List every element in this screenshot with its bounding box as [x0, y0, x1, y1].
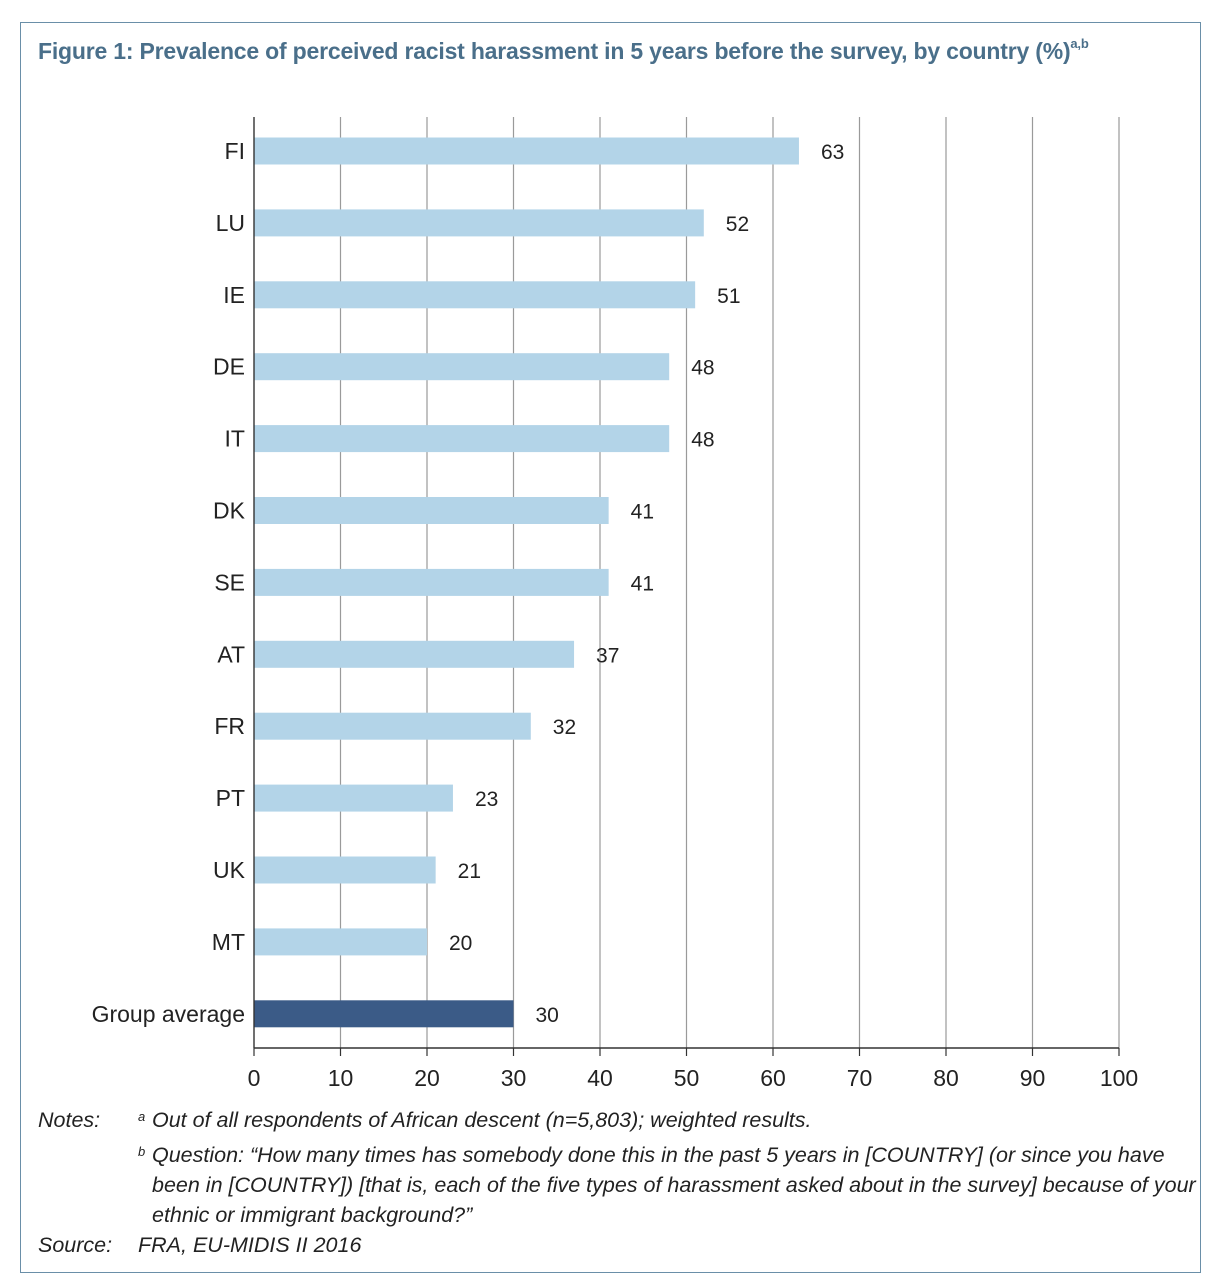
bar-dk — [254, 497, 609, 524]
source-row: Source: FRA, EU-MIDIS II 2016 — [38, 1230, 1198, 1260]
bar-chart: FI 63 LU 52 IE 51 DE 48 IT 48 DK 41 SE 41 AT 37 FR 32 PT 23… — [92, 117, 1138, 1091]
value-label-it: 48 — [691, 429, 714, 452]
bar-de — [254, 353, 670, 381]
category-label-group-average: Group average — [92, 1001, 245, 1027]
note-b-mark: b — [138, 1144, 146, 1160]
note-a-text: Out of all respondents of African descen… — [152, 1108, 812, 1132]
category-label-pt: PT — [216, 785, 245, 811]
value-label-group-average: 30 — [536, 1004, 559, 1027]
category-label-uk: UK — [213, 857, 246, 883]
bar-it — [254, 425, 670, 453]
bar-pt — [254, 784, 453, 812]
notes-block: Notes: a Out of all respondents of Afric… — [38, 1105, 1198, 1260]
bar-se — [254, 568, 609, 596]
category-label-fi: FI — [225, 138, 245, 164]
value-label-pt: 23 — [475, 788, 498, 811]
value-label-dk: 41 — [631, 501, 654, 524]
value-label-ie: 51 — [717, 285, 740, 308]
value-label-fi: 63 — [821, 141, 844, 164]
note-a: a Out of all respondents of African desc… — [138, 1105, 1198, 1140]
value-label-de: 48 — [691, 357, 714, 380]
value-label-at: 37 — [596, 644, 619, 667]
note-a-mark: a — [138, 1109, 146, 1124]
category-label-ie: IE — [223, 282, 245, 308]
x-tick-label-10: 10 — [328, 1065, 354, 1091]
chart-title: Figure 1: Prevalence of perceived racist… — [38, 36, 1089, 64]
x-tick-label-100: 100 — [1100, 1065, 1138, 1091]
x-tick-label-50: 50 — [674, 1065, 700, 1091]
value-label-fr: 32 — [553, 716, 576, 739]
category-label-lu: LU — [216, 210, 245, 236]
value-label-lu: 52 — [726, 213, 749, 236]
bar-group-average — [254, 1000, 514, 1028]
category-label-de: DE — [213, 354, 245, 380]
x-tick-label-30: 30 — [501, 1065, 527, 1091]
bar-mt — [254, 928, 427, 956]
x-tick-label-80: 80 — [933, 1065, 959, 1091]
x-tick-label-0: 0 — [248, 1065, 261, 1091]
bar-fr — [254, 712, 531, 740]
value-label-mt: 20 — [449, 932, 472, 955]
x-tick-label-70: 70 — [847, 1065, 873, 1091]
x-tick-label-20: 20 — [414, 1065, 440, 1091]
category-label-fr: FR — [214, 713, 245, 739]
category-label-at: AT — [217, 641, 245, 667]
x-tick-label-60: 60 — [760, 1065, 786, 1091]
bar-at — [254, 640, 575, 668]
notes-label: Notes: — [38, 1108, 101, 1132]
category-label-dk: DK — [213, 498, 246, 524]
x-tick-label-40: 40 — [587, 1065, 613, 1091]
note-b-text: Question: “How many times has somebody d… — [152, 1143, 1196, 1228]
value-label-se: 41 — [631, 572, 654, 595]
category-label-se: SE — [214, 569, 245, 595]
bar-lu — [254, 209, 704, 237]
title-footnote-marks: a,b — [1070, 36, 1089, 52]
bar-uk — [254, 856, 436, 884]
x-tick-label-90: 90 — [1020, 1065, 1046, 1091]
source-label: Source: — [38, 1233, 113, 1258]
bar-fi — [254, 137, 799, 165]
category-label-mt: MT — [212, 929, 245, 955]
value-label-uk: 21 — [458, 860, 481, 883]
source-text: FRA, EU-MIDIS II 2016 — [138, 1233, 362, 1258]
note-b: b Question: “How many times has somebody… — [138, 1140, 1198, 1230]
category-label-it: IT — [225, 426, 245, 452]
bar-ie — [254, 281, 696, 309]
